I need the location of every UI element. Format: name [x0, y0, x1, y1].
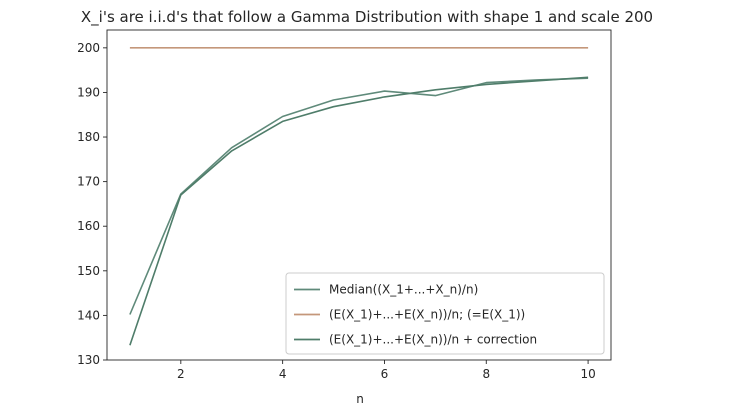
legend: Median((X_1+...+X_n)/n) (E(X_1)+...+E(X_n…	[286, 273, 604, 354]
x-tick-label: 2	[177, 367, 185, 381]
y-tick-label: 170	[77, 175, 100, 189]
x-tick-label: 8	[482, 367, 490, 381]
y-tick-label: 140	[77, 308, 100, 322]
legend-label-1: Median((X_1+...+X_n)/n)	[329, 283, 478, 297]
y-tick-label: 150	[77, 264, 100, 278]
x-tick-label: 6	[381, 367, 389, 381]
x-tick-label: 10	[580, 367, 595, 381]
chart-title: X_i's are i.i.d's that follow a Gamma Di…	[81, 8, 653, 27]
y-tick-label: 180	[77, 130, 100, 144]
y-tick-label: 160	[77, 219, 100, 233]
y-tick-label: 190	[77, 85, 100, 99]
legend-label-3: (E(X_1)+...+E(X_n))/n + correction	[329, 333, 537, 347]
x-tick-label: 4	[279, 367, 287, 381]
y-tick-label: 200	[77, 41, 100, 55]
legend-label-2: (E(X_1)+...+E(X_n))/n; (=E(X_1))	[329, 308, 525, 322]
y-tick-label: 130	[77, 353, 100, 367]
x-axis-label: n	[356, 392, 364, 406]
